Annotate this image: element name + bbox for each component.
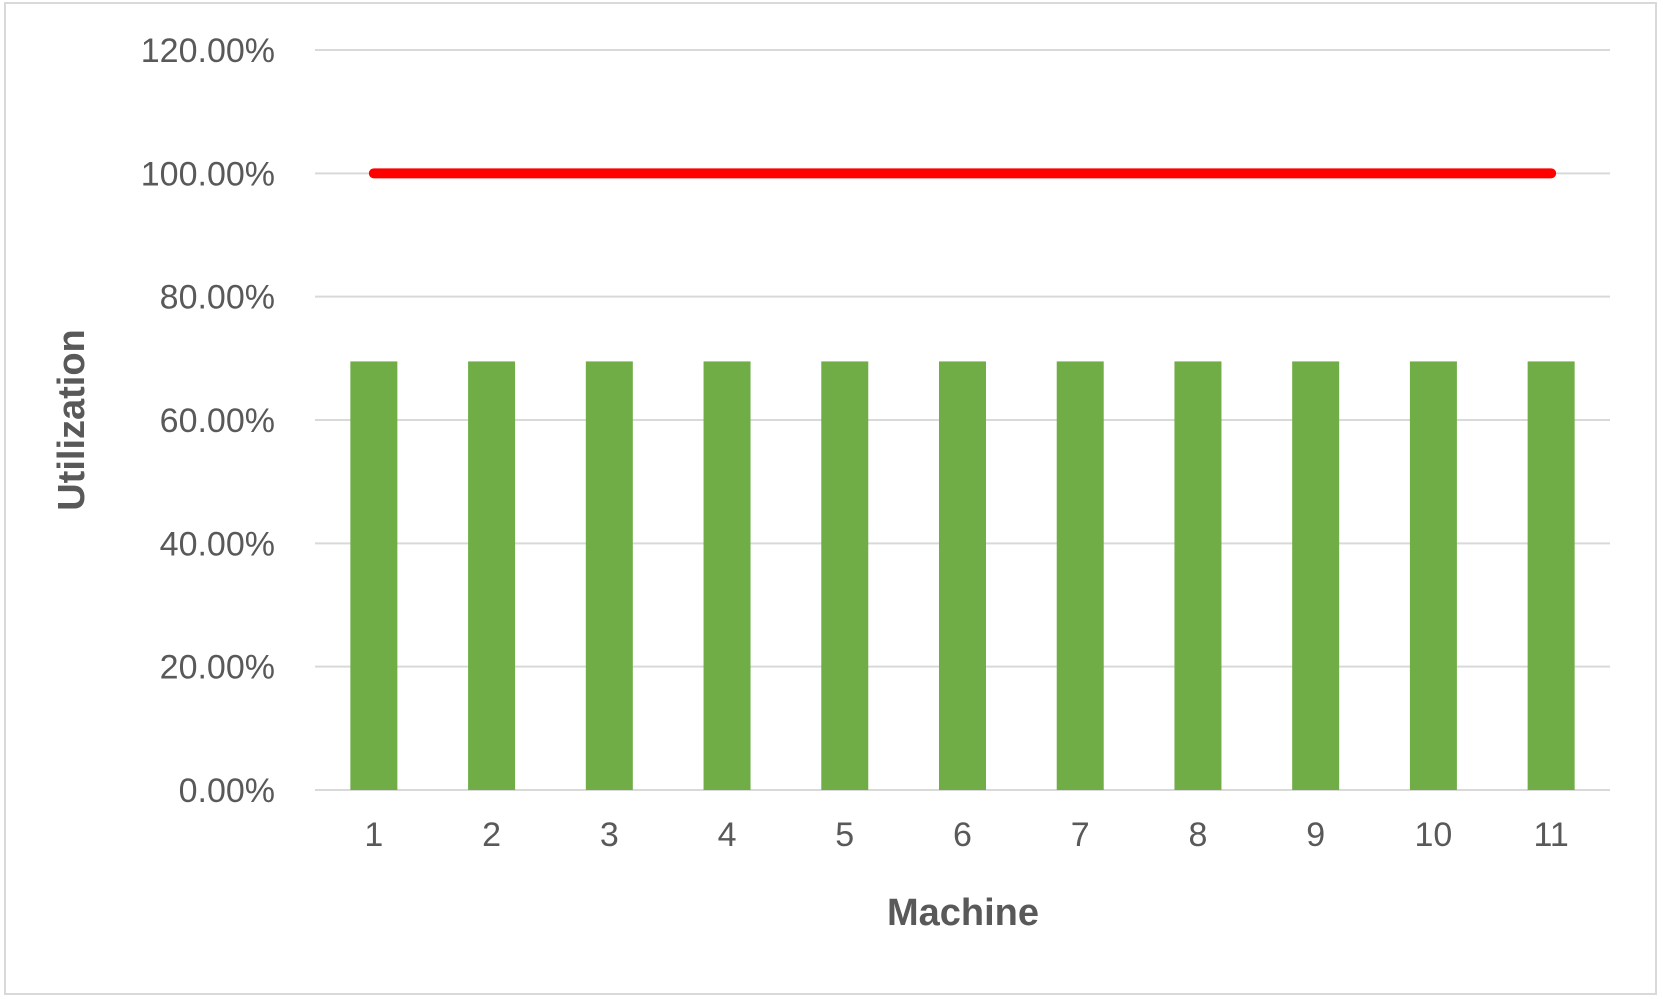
x-axis-title: Machine: [887, 892, 1039, 934]
x-tick-label: 5: [835, 816, 854, 854]
y-tick-label: 80.00%: [160, 279, 275, 317]
y-axis-title: Utilization: [51, 329, 93, 511]
x-tick-label: 6: [953, 816, 972, 854]
bar-machine-6: [939, 361, 986, 790]
x-tick-label: 7: [1071, 816, 1090, 854]
bar-machine-11: [1527, 361, 1575, 790]
bar-machine-4: [703, 361, 751, 790]
bar-machine-10: [1409, 361, 1457, 790]
x-tick-label: 10: [1414, 816, 1452, 854]
bar-machine-9: [1292, 361, 1340, 790]
x-tick-labels: 1 2 3 4 5 6 7 8 9 10 11: [364, 816, 1568, 854]
y-tick-label: 0.00%: [179, 772, 275, 810]
bar-machine-3: [585, 361, 633, 790]
bar-series: [350, 361, 1575, 790]
bar-machine-2: [468, 361, 516, 790]
y-tick-labels: 0.00% 20.00% 40.00% 60.00% 80.00% 100.00% 120.…: [141, 32, 275, 810]
bar-machine-5: [821, 361, 869, 790]
bar-machine-1: [350, 361, 398, 790]
y-tick-label: 40.00%: [160, 525, 275, 563]
y-tick-label: 20.00%: [160, 649, 275, 687]
bar-machine-8: [1174, 361, 1222, 790]
x-tick-label: 9: [1306, 816, 1325, 854]
y-tick-label: 60.00%: [160, 402, 275, 440]
x-tick-label: 1: [364, 816, 383, 854]
x-tick-label: 3: [600, 816, 619, 854]
x-tick-label: 2: [482, 816, 501, 854]
x-tick-label: 11: [1533, 816, 1568, 854]
x-tick-label: 4: [718, 816, 737, 854]
y-tick-label: 120.00%: [141, 32, 275, 70]
bar-machine-7: [1056, 361, 1104, 790]
x-tick-label: 8: [1188, 816, 1207, 854]
y-tick-label: 100.00%: [141, 155, 275, 193]
